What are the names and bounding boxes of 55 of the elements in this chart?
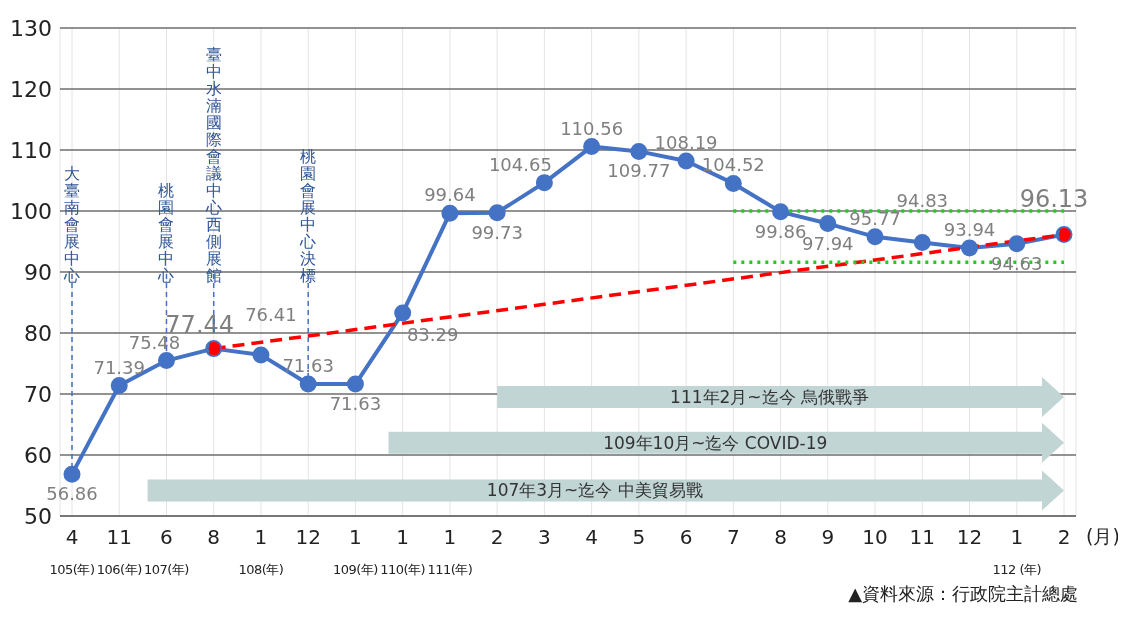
- data-label: 56.86: [46, 483, 98, 505]
- x-tick-label: 4 105(年): [49, 525, 95, 577]
- x-tick-label: 2: [1057, 525, 1071, 549]
- x-axis-title: (月): [1086, 525, 1120, 547]
- x-tick-label: 12: [956, 525, 983, 549]
- x-tick-label: 1 111(年): [427, 525, 473, 577]
- data-label: 76.41: [245, 303, 297, 325]
- annotation: 桃園會展中心: [157, 180, 176, 285]
- data-label: 108.19: [654, 132, 718, 154]
- data-label: 71.39: [93, 356, 145, 378]
- x-tick-label: 11 106(年): [96, 525, 142, 577]
- annotation: 大臺南會展中心: [63, 163, 81, 285]
- x-tick-label: 5: [632, 525, 646, 549]
- data-label: 104.52: [701, 154, 765, 176]
- y-tick-label: 80: [24, 320, 52, 346]
- x-tick-label: 7: [726, 525, 740, 549]
- text: ▲資料來源：行政院主計總處: [847, 582, 1079, 606]
- data-label: 93.94: [943, 218, 996, 240]
- y-tick-label: 50: [24, 503, 52, 529]
- y-tick-label: 70: [24, 381, 52, 407]
- data-label: 99.73: [471, 221, 523, 243]
- data-label: 110.56: [560, 117, 624, 139]
- x-tick-label: 6 107(年): [143, 525, 189, 577]
- annotation: 桃園會展中心決標: [299, 146, 318, 285]
- annotation: 109年10月~迄今 COVID-19: [603, 432, 828, 453]
- x-tick-label: 1 110(年): [380, 525, 426, 577]
- x-tick-label: 9: [821, 525, 835, 549]
- annotation: 107年3月~迄今 中美貿易戰: [486, 480, 703, 501]
- x-tick-label: 1 108(年): [238, 525, 284, 577]
- annotation: 111年2月~迄今 烏俄戰爭: [670, 387, 870, 408]
- data-label: 71.63: [329, 393, 382, 415]
- data-label: 99.64: [424, 184, 476, 206]
- y-tick-label: 130: [10, 15, 52, 41]
- data-label: 109.77: [607, 160, 671, 182]
- x-tick-label: 12: [295, 525, 321, 549]
- x-tick-label: 6: [679, 525, 693, 549]
- text: 臺中水湳國際會議中心西側展館: [205, 44, 222, 285]
- x-tick-label: 1 112 (年): [992, 525, 1042, 577]
- x-tick-label: 8: [774, 525, 787, 549]
- y-tick-label: 90: [24, 259, 52, 285]
- y-tick-label: 110: [10, 137, 52, 163]
- data-label: 96.13: [1019, 184, 1089, 213]
- y-tick-label: 60: [24, 442, 52, 468]
- y-tick-label: 100: [10, 198, 52, 224]
- x-tick-label: 4: [585, 525, 598, 549]
- x-tick-label: 11: [909, 525, 936, 549]
- data-label: 71.63: [282, 355, 334, 377]
- x-tick-label: 3: [538, 525, 551, 549]
- x-tick-label: 1 109(年): [332, 525, 378, 577]
- data-label: 104.65: [488, 153, 552, 175]
- x-tick-label: 10: [862, 525, 888, 549]
- x-tick-label: 8: [207, 525, 221, 549]
- x-tick-label: 2: [490, 525, 504, 549]
- data-label: 94.63: [991, 252, 1043, 274]
- y-tick-label: 120: [10, 76, 52, 102]
